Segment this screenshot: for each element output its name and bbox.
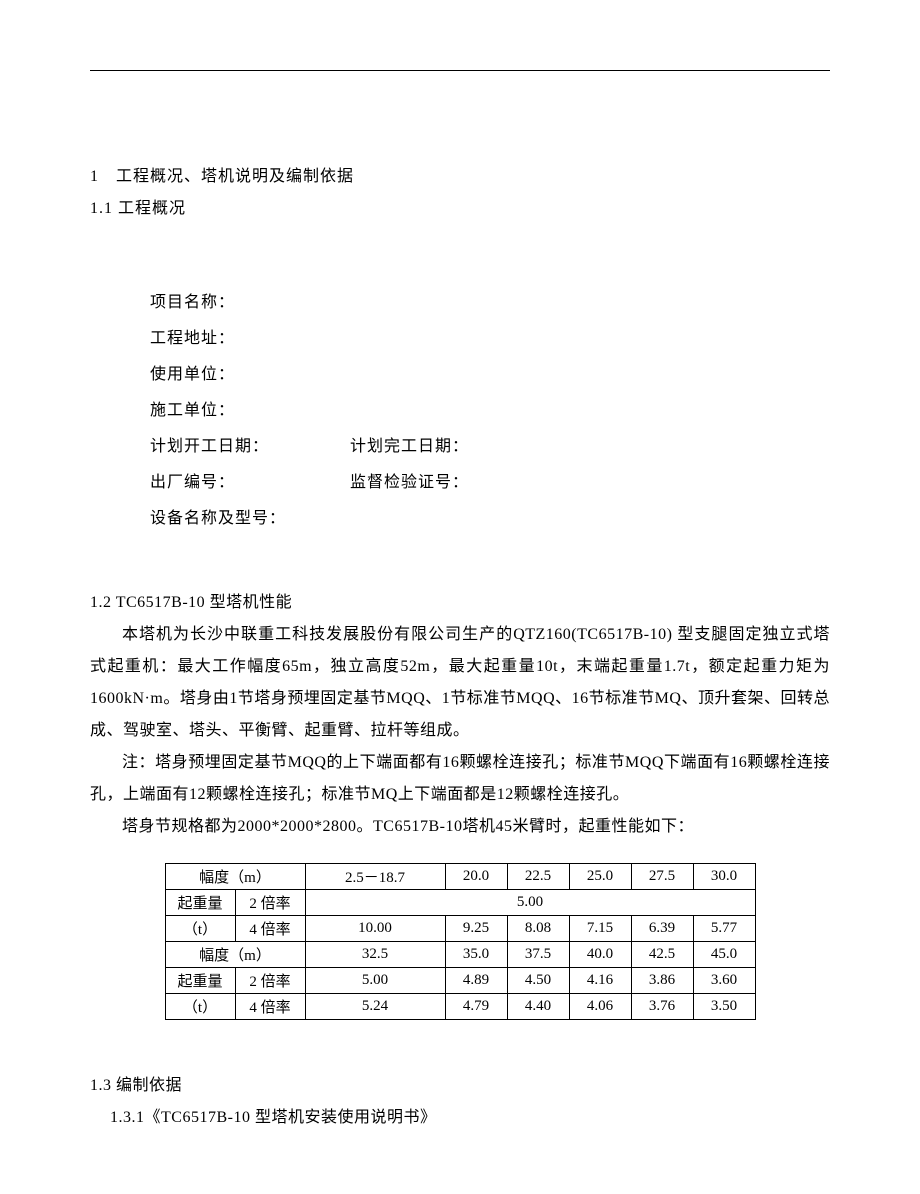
cell-rate2-b2-1: 4.89 [445,968,507,994]
paragraph-spec-3: 塔身节规格都为2000*2000*2800。TC6517B-10塔机45米臂时，… [90,811,830,843]
label-supervise-cert: 监督检验证号： [350,465,469,501]
cell-rate4-b2-0: 5.24 [305,994,445,1020]
info-row-construction-unit: 施工单位： [150,393,830,429]
project-info-block: 项目名称： 工程地址： 使用单位： 施工单位： 计划开工日期： 计划完工日期： … [90,285,830,537]
info-row-user-unit: 使用单位： [150,357,830,393]
cell-rate4-b1-3: 7.15 [569,916,631,942]
paragraph-spec-2: 注：塔身预埋固定基节MQQ的上下端面都有16颗螺栓连接孔；标准节MQQ下端面有1… [90,747,830,811]
label-project-name: 项目名称： [150,285,350,321]
cell-rate2-b2-5: 3.60 [693,968,755,994]
cell-fudu-b1-2: 22.5 [507,864,569,890]
cell-unit-t-2: （t） [165,994,235,1020]
cell-rate4-label: 4 倍率 [235,916,305,942]
cell-rate2-label-2: 2 倍率 [235,968,305,994]
label-construction-unit: 施工单位： [150,393,350,429]
cell-rate4-b2-2: 4.40 [507,994,569,1020]
info-row-plan-dates: 计划开工日期： 计划完工日期： [150,429,830,465]
cell-fudu-b2-3: 40.0 [569,942,631,968]
cell-fudu-b1-3: 25.0 [569,864,631,890]
table-row: （t） 4 倍率 10.00 9.25 8.08 7.15 6.39 5.77 [165,916,755,942]
cell-rate2-b2-0: 5.00 [305,968,445,994]
cell-rate4-b1-1: 9.25 [445,916,507,942]
cell-rate4-b1-5: 5.77 [693,916,755,942]
cell-rate2-label: 2 倍率 [235,890,305,916]
heading-1-1: 1.1 工程概况 [90,193,830,225]
cell-rate2-b2-4: 3.86 [631,968,693,994]
cell-rate4-b2-1: 4.79 [445,994,507,1020]
cell-fudu-label: 幅度（m） [165,864,305,890]
paragraph-spec-1: 本塔机为长沙中联重工科技发展股份有限公司生产的QTZ160(TC6517B-10… [90,619,830,747]
cell-rate2-b2-2: 4.50 [507,968,569,994]
heading-1-2: 1.2 TC6517B-10 型塔机性能 [90,587,830,619]
table-row: 幅度（m） 2.5－18.7 20.0 22.5 25.0 27.5 30.0 [165,864,755,890]
section-1-2: 1.2 TC6517B-10 型塔机性能 本塔机为长沙中联重工科技发展股份有限公… [90,587,830,1020]
cell-fudu-b1-4: 27.5 [631,864,693,890]
cell-rate4-label-2: 4 倍率 [235,994,305,1020]
info-row-project-name: 项目名称： [150,285,830,321]
cell-fudu-b2-2: 37.5 [507,942,569,968]
cell-rate2-b2-3: 4.16 [569,968,631,994]
cell-fudu-b1-1: 20.0 [445,864,507,890]
cell-rate4-b1-2: 8.08 [507,916,569,942]
cell-rate4-b1-4: 6.39 [631,916,693,942]
label-project-addr: 工程地址： [150,321,350,357]
info-row-device-name-model: 设备名称及型号： [150,501,830,537]
cell-unit-t: （t） [165,916,235,942]
cell-rate2-b1-merged: 5.00 [305,890,755,916]
table-row: （t） 4 倍率 5.24 4.79 4.40 4.06 3.76 3.50 [165,994,755,1020]
cell-rate4-b2-3: 4.06 [569,994,631,1020]
cell-fudu-b2-5: 45.0 [693,942,755,968]
cell-rate4-b2-4: 3.76 [631,994,693,1020]
cell-qzl-label: 起重量 [165,890,235,916]
cell-fudu-b1-5: 30.0 [693,864,755,890]
label-plan-start: 计划开工日期： [150,429,350,465]
label-factory-no: 出厂编号： [150,465,350,501]
label-device-name-model: 设备名称及型号： [150,501,350,537]
cell-fudu-b2-0: 32.5 [305,942,445,968]
cell-fudu-label-2: 幅度（m） [165,942,305,968]
label-user-unit: 使用单位： [150,357,350,393]
cell-fudu-b2-4: 42.5 [631,942,693,968]
heading-1: 1 工程概况、塔机说明及编制依据 [90,161,830,193]
heading-1-3-1: 1.3.1《TC6517B-10 型塔机安装使用说明书》 [90,1102,830,1134]
cell-fudu-b2-1: 35.0 [445,942,507,968]
info-row-factory-no: 出厂编号： 监督检验证号： [150,465,830,501]
cell-fudu-b1-0: 2.5－18.7 [305,864,445,890]
cell-rate4-b2-5: 3.50 [693,994,755,1020]
label-plan-end: 计划完工日期： [350,429,469,465]
page-container: 1 工程概况、塔机说明及编制依据 1.1 工程概况 项目名称： 工程地址： 使用… [0,0,920,1194]
table-row: 幅度（m） 32.5 35.0 37.5 40.0 42.5 45.0 [165,942,755,968]
cell-qzl-label-2: 起重量 [165,968,235,994]
table-row: 起重量 2 倍率 5.00 [165,890,755,916]
table-row: 起重量 2 倍率 5.00 4.89 4.50 4.16 3.86 3.60 [165,968,755,994]
info-row-project-addr: 工程地址： [150,321,830,357]
heading-1-3: 1.3 编制依据 [90,1070,830,1102]
section-1-3: 1.3 编制依据 1.3.1《TC6517B-10 型塔机安装使用说明书》 [90,1070,830,1134]
lifting-spec-table: 幅度（m） 2.5－18.7 20.0 22.5 25.0 27.5 30.0 … [165,863,756,1020]
cell-rate4-b1-0: 10.00 [305,916,445,942]
top-horizontal-rule [90,70,830,71]
